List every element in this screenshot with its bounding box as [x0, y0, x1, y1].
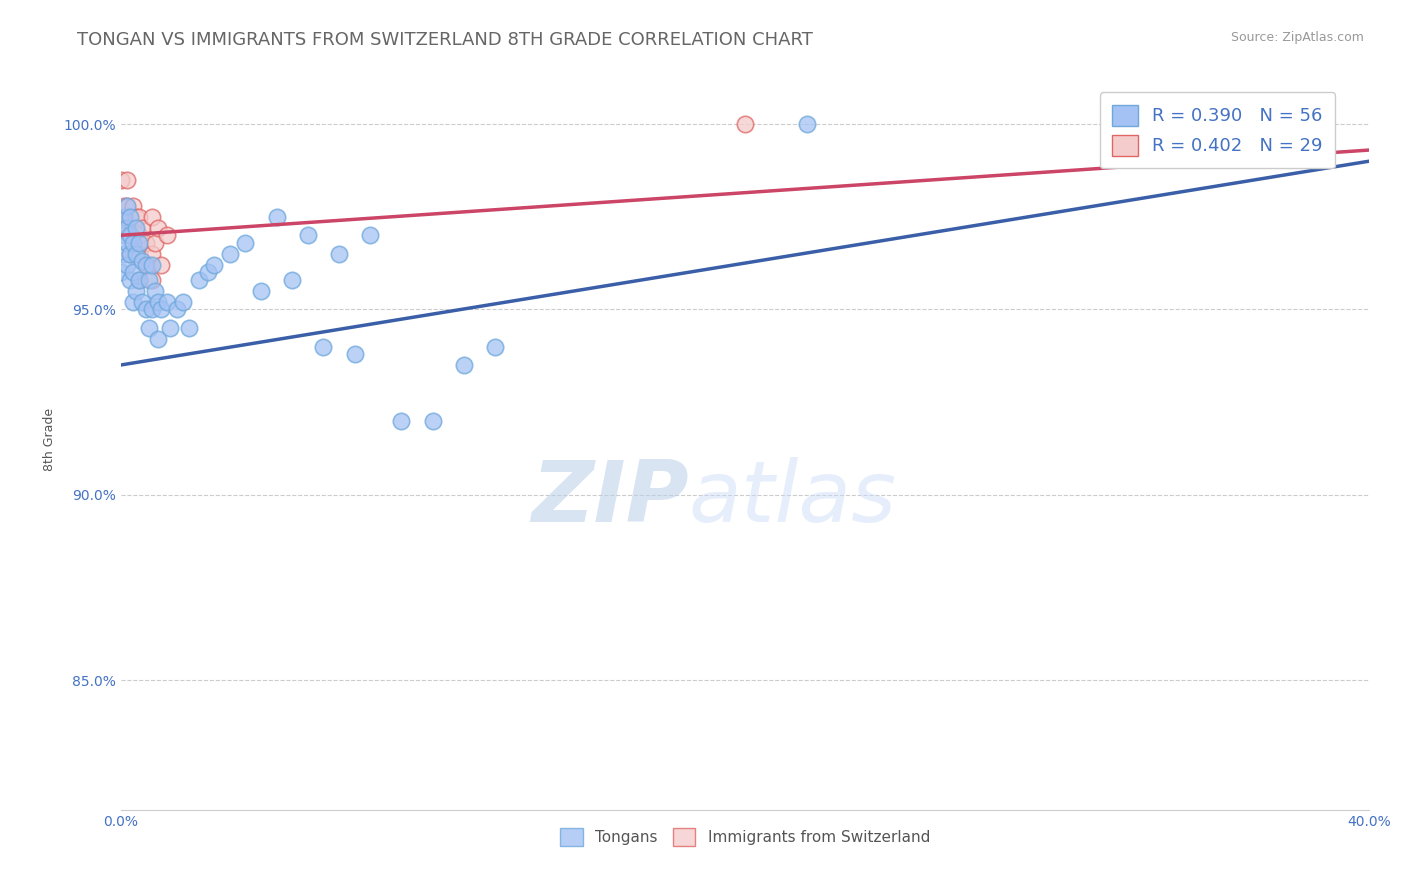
Point	[118, 210, 141, 224]
Point	[143, 235, 166, 250]
Point	[281, 273, 304, 287]
Point	[135, 235, 157, 250]
Point	[484, 339, 506, 353]
Point	[159, 321, 181, 335]
Point	[138, 321, 160, 335]
Point	[146, 220, 169, 235]
Point	[115, 220, 138, 235]
Point	[146, 332, 169, 346]
Point	[156, 295, 179, 310]
Point	[125, 284, 148, 298]
Point	[197, 265, 219, 279]
Point	[138, 258, 160, 272]
Point	[146, 295, 169, 310]
Point	[122, 265, 145, 279]
Point	[143, 284, 166, 298]
Point	[297, 228, 319, 243]
Point	[125, 235, 148, 250]
Point	[115, 199, 138, 213]
Point	[125, 247, 148, 261]
Point	[115, 220, 138, 235]
Point	[110, 172, 132, 186]
Point	[112, 210, 135, 224]
Point	[112, 220, 135, 235]
Point	[115, 199, 138, 213]
Point	[115, 235, 138, 250]
Point	[112, 199, 135, 213]
Point	[422, 414, 444, 428]
Point	[328, 247, 350, 261]
Point	[150, 302, 173, 317]
Point	[125, 220, 148, 235]
Point	[115, 258, 138, 272]
Point	[131, 295, 153, 310]
Point	[128, 273, 150, 287]
Point	[128, 228, 150, 243]
Point	[135, 302, 157, 317]
Point	[141, 302, 163, 317]
Point	[112, 228, 135, 243]
Point	[312, 339, 335, 353]
Point	[141, 258, 163, 272]
Point	[796, 117, 818, 131]
Point	[391, 414, 413, 428]
Point	[1108, 117, 1130, 131]
Point	[138, 273, 160, 287]
Point	[218, 247, 240, 261]
Point	[135, 258, 157, 272]
Point	[131, 220, 153, 235]
Point	[141, 273, 163, 287]
Text: atlas: atlas	[689, 457, 897, 540]
Point	[141, 247, 163, 261]
Point	[118, 273, 141, 287]
Point	[141, 210, 163, 224]
Point	[122, 295, 145, 310]
Point	[156, 228, 179, 243]
Point	[166, 302, 188, 317]
Point	[150, 258, 173, 272]
Point	[118, 247, 141, 261]
Point	[179, 321, 201, 335]
Point	[125, 210, 148, 224]
Text: Source: ZipAtlas.com: Source: ZipAtlas.com	[1230, 31, 1364, 45]
Point	[115, 172, 138, 186]
Point	[118, 247, 141, 261]
Point	[172, 295, 194, 310]
Text: TONGAN VS IMMIGRANTS FROM SWITZERLAND 8TH GRADE CORRELATION CHART: TONGAN VS IMMIGRANTS FROM SWITZERLAND 8T…	[77, 31, 813, 49]
Point	[250, 284, 273, 298]
Point	[110, 265, 132, 279]
Point	[734, 117, 756, 131]
Point	[343, 347, 366, 361]
Point	[453, 358, 475, 372]
Point	[359, 228, 381, 243]
Point	[1108, 117, 1130, 131]
Legend: Tongans, Immigrants from Switzerland: Tongans, Immigrants from Switzerland	[553, 820, 938, 854]
Point	[235, 235, 257, 250]
Point	[266, 210, 288, 224]
Point	[118, 210, 141, 224]
Point	[128, 247, 150, 261]
Point	[122, 199, 145, 213]
Point	[118, 228, 141, 243]
Point	[118, 228, 141, 243]
Point	[202, 258, 225, 272]
Point	[131, 254, 153, 268]
Point	[128, 235, 150, 250]
Point	[128, 210, 150, 224]
Text: ZIP: ZIP	[531, 457, 689, 540]
Point	[187, 273, 209, 287]
Point	[128, 273, 150, 287]
Point	[122, 220, 145, 235]
Point	[122, 235, 145, 250]
Y-axis label: 8th Grade: 8th Grade	[44, 408, 56, 471]
Point	[112, 247, 135, 261]
